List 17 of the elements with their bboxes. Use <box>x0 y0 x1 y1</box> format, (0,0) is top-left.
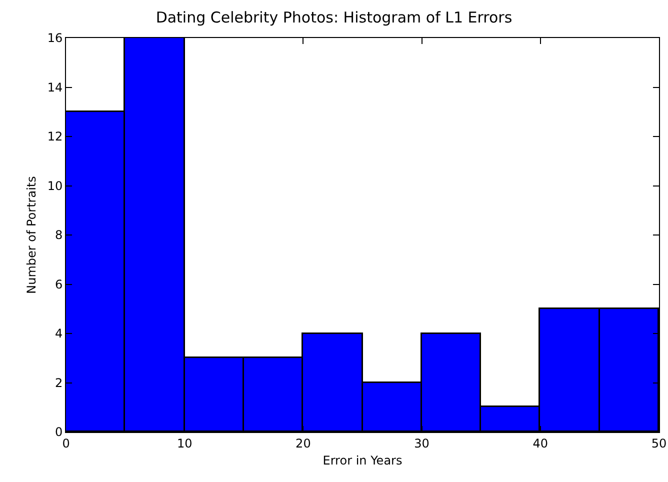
y-tick-label: 8 <box>54 228 63 242</box>
y-tick-label: 4 <box>54 326 63 341</box>
x-tick-label: 30 <box>414 436 430 450</box>
y-tick-label: 12 <box>47 130 63 144</box>
x-axis-title: Error in Years <box>322 453 402 468</box>
y-tick-label: 2 <box>54 376 63 390</box>
y-tick-label: 10 <box>47 178 63 193</box>
y-tick-label: 16 <box>47 31 63 46</box>
y-axis-title: Number of Portraits <box>24 176 39 294</box>
y-tick-label: 14 <box>47 80 63 94</box>
x-tick-label: 40 <box>532 436 548 450</box>
y-tick-label: 0 <box>54 425 63 440</box>
x-tick-label: 50 <box>651 436 667 450</box>
chart-title: Dating Celebrity Photos: Histogram of L1 Errors <box>156 8 512 27</box>
x-tick-label: 10 <box>176 436 192 450</box>
y-tick-label: 6 <box>54 277 63 292</box>
x-tick-label: 20 <box>296 436 311 450</box>
